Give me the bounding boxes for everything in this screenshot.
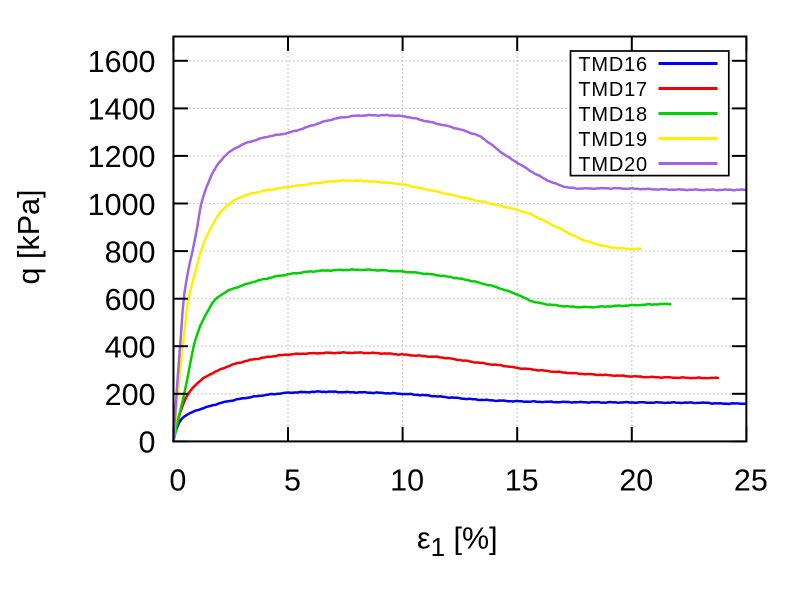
svg-text:TMD17: TMD17 (578, 79, 648, 101)
svg-text:1600: 1600 (88, 45, 156, 79)
svg-text:15: 15 (505, 464, 539, 498)
svg-text:25: 25 (734, 464, 768, 498)
svg-text:TMD19: TMD19 (578, 129, 648, 151)
svg-text:TMD18: TMD18 (578, 104, 648, 126)
svg-text:20: 20 (619, 464, 653, 498)
svg-text:400: 400 (105, 331, 156, 365)
svg-text:1200: 1200 (88, 140, 156, 174)
svg-text:1400: 1400 (88, 93, 156, 127)
svg-text:5: 5 (284, 464, 301, 498)
svg-text:q [kPa]: q [kPa] (12, 190, 46, 285)
svg-text:0: 0 (139, 426, 156, 460)
svg-text:200: 200 (105, 378, 156, 412)
svg-text:ε1 [%]: ε1 [%] (417, 522, 498, 563)
svg-text:TMD20: TMD20 (578, 154, 648, 176)
svg-text:0: 0 (169, 464, 186, 498)
svg-text:800: 800 (105, 235, 156, 269)
svg-text:10: 10 (390, 464, 424, 498)
svg-text:TMD16: TMD16 (578, 54, 648, 76)
svg-text:600: 600 (105, 283, 156, 317)
svg-text:1000: 1000 (88, 188, 156, 222)
